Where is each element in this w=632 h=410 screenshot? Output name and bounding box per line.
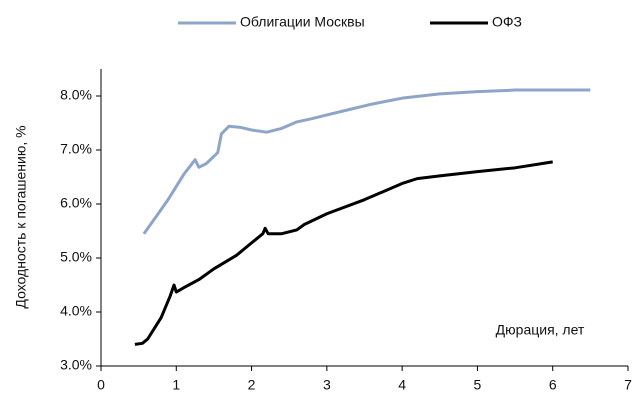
y-tick-label: 5.0% — [60, 249, 92, 265]
series-line — [134, 160, 553, 346]
x-tick-label: 5 — [474, 377, 482, 393]
annotation: Дюрация, лет — [496, 322, 585, 338]
series-line — [142, 88, 591, 235]
legend-label: Облигации Москвы — [240, 14, 365, 30]
y-tick-label: 7.0% — [60, 141, 92, 157]
y-tick-label: 3.0% — [60, 357, 92, 373]
x-tick-label: 3 — [323, 377, 331, 393]
y-tick-label: 6.0% — [60, 195, 92, 211]
y-tick-label: 8.0% — [60, 87, 92, 103]
x-tick-label: 0 — [97, 377, 105, 393]
x-tick-label: 7 — [624, 377, 632, 393]
x-tick-label: 2 — [248, 377, 256, 393]
x-tick-label: 1 — [172, 377, 180, 393]
legend-label: ОФЗ — [492, 14, 522, 30]
x-tick-label: 6 — [549, 377, 557, 393]
x-tick-label: 4 — [398, 377, 406, 393]
y-axis-label: Доходность к погашению, % — [13, 125, 29, 308]
y-tick-label: 4.0% — [60, 303, 92, 319]
